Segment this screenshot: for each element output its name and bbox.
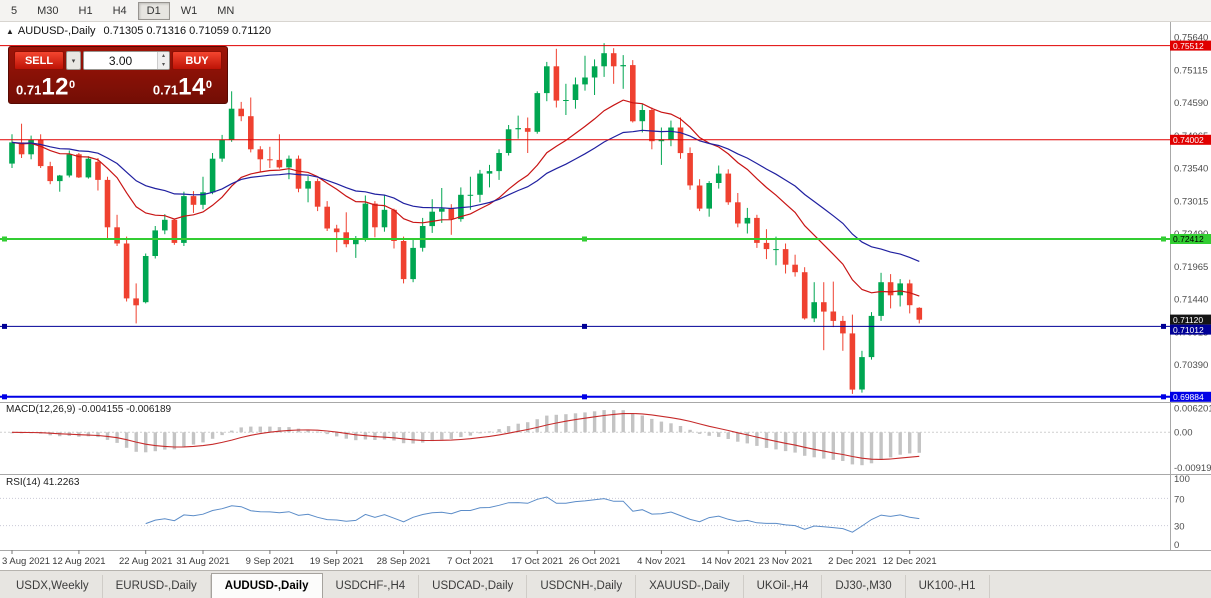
- macd-axis-label: -0.009197: [1174, 463, 1211, 474]
- macd-signal-line: [11, 412, 920, 460]
- svg-text:0.74590: 0.74590: [1174, 98, 1208, 109]
- one-click-trading-panel: SELL ▾ ▴ ▾ BUY 0.71120 0.71140: [8, 46, 228, 104]
- svg-text:0.71440: 0.71440: [1174, 295, 1208, 306]
- svg-text:0.75640: 0.75640: [1174, 33, 1208, 44]
- macd-histogram: [10, 410, 921, 466]
- hline-handle[interactable]: [582, 323, 587, 329]
- volume-field: ▴ ▾: [83, 51, 170, 70]
- ma-fast-line: [11, 99, 920, 297]
- rsi-axis-label: 0: [1174, 540, 1179, 551]
- chart-tabs-bar: USDX,Weekly EURUSD-,Daily AUDUSD-,Daily USD…: [0, 570, 1211, 598]
- volume-spinner: ▴ ▾: [157, 52, 169, 69]
- chart-icon: ▲: [6, 27, 14, 36]
- svg-text:12 Aug 2021: 12 Aug 2021: [52, 556, 105, 567]
- chart-tab-UK100-,H1[interactable]: UK100-,H1: [906, 575, 990, 598]
- svg-text:0.73540: 0.73540: [1174, 164, 1208, 175]
- timeframe-button-M30[interactable]: M30: [28, 2, 67, 20]
- price-badge-0.75512: [1170, 40, 1211, 51]
- svg-text:2 Dec 2021: 2 Dec 2021: [828, 556, 877, 567]
- hline-handle[interactable]: [582, 394, 587, 400]
- chart-ohlc-values: 0.71305 0.71316 0.71059 0.71120: [103, 25, 271, 37]
- svg-text:0.71012: 0.71012: [1173, 325, 1204, 335]
- macd-axis-label: 0.00: [1174, 427, 1193, 438]
- hline-handle[interactable]: [1161, 323, 1166, 329]
- ma-slow-line: [11, 129, 920, 262]
- svg-text:0.72412: 0.72412: [1173, 234, 1204, 244]
- rsi-label: RSI(14) 41.2263: [6, 477, 80, 488]
- timeframe-button-H4[interactable]: H4: [104, 2, 136, 20]
- svg-text:28 Sep 2021: 28 Sep 2021: [377, 556, 431, 567]
- candlesticks: [9, 43, 923, 394]
- svg-text:0.71965: 0.71965: [1174, 262, 1208, 273]
- svg-text:0.75115: 0.75115: [1174, 65, 1208, 76]
- buy-button[interactable]: BUY: [172, 51, 222, 70]
- svg-text:19 Sep 2021: 19 Sep 2021: [310, 556, 364, 567]
- price-chart-canvas[interactable]: 0.756400.751150.745900.740650.735400.730…: [0, 22, 1211, 570]
- chart-tab-AUDUSD-,Daily[interactable]: AUDUSD-,Daily: [210, 573, 323, 598]
- svg-text:0.73015: 0.73015: [1174, 196, 1208, 207]
- sell-button[interactable]: SELL: [14, 51, 64, 70]
- svg-text:31 Aug 2021: 31 Aug 2021: [176, 556, 229, 567]
- volume-increase-button[interactable]: ▴: [158, 52, 169, 61]
- timeframe-toolbar: 5 M30 H1 H4 D1 W1 MN: [0, 0, 1211, 22]
- price-badge-0.69884: [1170, 391, 1211, 402]
- chart-tab-USDCAD-,Daily[interactable]: USDCAD-,Daily: [419, 575, 528, 598]
- hline-handle[interactable]: [582, 236, 587, 242]
- svg-text:9 Sep 2021: 9 Sep 2021: [246, 556, 295, 567]
- timeframe-button-5[interactable]: 5: [2, 2, 26, 20]
- svg-text:7 Oct 2021: 7 Oct 2021: [447, 556, 493, 567]
- timeframe-button-H1[interactable]: H1: [70, 2, 102, 20]
- volume-dropdown-button[interactable]: ▾: [66, 51, 81, 70]
- chart-tab-USDCNH-,Daily[interactable]: USDCNH-,Daily: [527, 575, 637, 598]
- chart-tab-DJ30-,M30[interactable]: DJ30-,M30: [822, 575, 906, 598]
- rsi-line: [145, 496, 920, 533]
- rsi-axis-label: 30: [1174, 522, 1185, 533]
- hline-handle[interactable]: [1161, 236, 1166, 242]
- svg-text:0.75512: 0.75512: [1173, 41, 1204, 51]
- svg-text:26 Oct 2021: 26 Oct 2021: [569, 556, 621, 567]
- svg-text:0.74002: 0.74002: [1173, 135, 1204, 145]
- macd-label: MACD(12,26,9) -0.004155 -0.006189: [6, 404, 172, 415]
- hline-handle[interactable]: [2, 236, 7, 242]
- hline-handle[interactable]: [2, 394, 7, 400]
- volume-decrease-button[interactable]: ▾: [158, 60, 169, 69]
- hline-handle[interactable]: [1161, 394, 1166, 400]
- rsi-axis-label: 100: [1174, 474, 1190, 485]
- chart-tab-UKOil-,H4[interactable]: UKOil-,H4: [744, 575, 823, 598]
- hline-handle[interactable]: [2, 323, 7, 329]
- macd-axis-label: 0.006201: [1174, 403, 1211, 414]
- chart-window: 0.756400.751150.745900.740650.735400.730…: [0, 22, 1211, 570]
- price-badge-0.71012: [1170, 324, 1211, 335]
- svg-text:17 Oct 2021: 17 Oct 2021: [511, 556, 563, 567]
- timeframe-button-D1[interactable]: D1: [137, 1, 170, 20]
- timeframe-button-W1[interactable]: W1: [172, 2, 207, 20]
- chart-symbol-period: AUDUSD-,Daily: [17, 25, 96, 37]
- chart-title: ▲ AUDUSD-,Daily 0.71305 0.71316 0.71059 0.…: [6, 25, 271, 37]
- rsi-axis-label: 70: [1174, 494, 1185, 505]
- current-price-badge: [1170, 314, 1211, 325]
- sell-price: 0.71120: [16, 73, 76, 101]
- x-axis: 3 Aug 2021 12 Aug 2021 22 Aug 2021 31 Aug 2…: [2, 550, 937, 567]
- svg-text:0.70390: 0.70390: [1174, 360, 1208, 371]
- svg-text:12 Dec 2021: 12 Dec 2021: [883, 556, 937, 567]
- svg-text:4 Nov 2021: 4 Nov 2021: [637, 556, 686, 567]
- svg-text:0.69884: 0.69884: [1173, 392, 1204, 402]
- volume-input[interactable]: [84, 52, 157, 69]
- svg-text:0.71120: 0.71120: [1173, 315, 1203, 325]
- buy-price: 0.71140: [152, 73, 212, 101]
- price-badge-0.74002: [1170, 134, 1211, 145]
- timeframe-button-MN[interactable]: MN: [208, 2, 243, 20]
- svg-text:3 Aug 2021: 3 Aug 2021: [2, 556, 50, 567]
- svg-text:14 Nov 2021: 14 Nov 2021: [701, 556, 755, 567]
- chart-tab-EURUSD-,Daily[interactable]: EURUSD-,Daily: [103, 575, 211, 598]
- svg-text:23 Nov 2021: 23 Nov 2021: [759, 556, 813, 567]
- chart-tab-USDCHF-,H4[interactable]: USDCHF-,H4: [323, 575, 420, 598]
- chart-tab-USDX,Weekly[interactable]: USDX,Weekly: [3, 575, 103, 598]
- chart-tab-XAUUSD-,Daily[interactable]: XAUUSD-,Daily: [636, 575, 744, 598]
- svg-text:22 Aug 2021: 22 Aug 2021: [119, 556, 172, 567]
- price-badge-0.72412: [1170, 234, 1211, 244]
